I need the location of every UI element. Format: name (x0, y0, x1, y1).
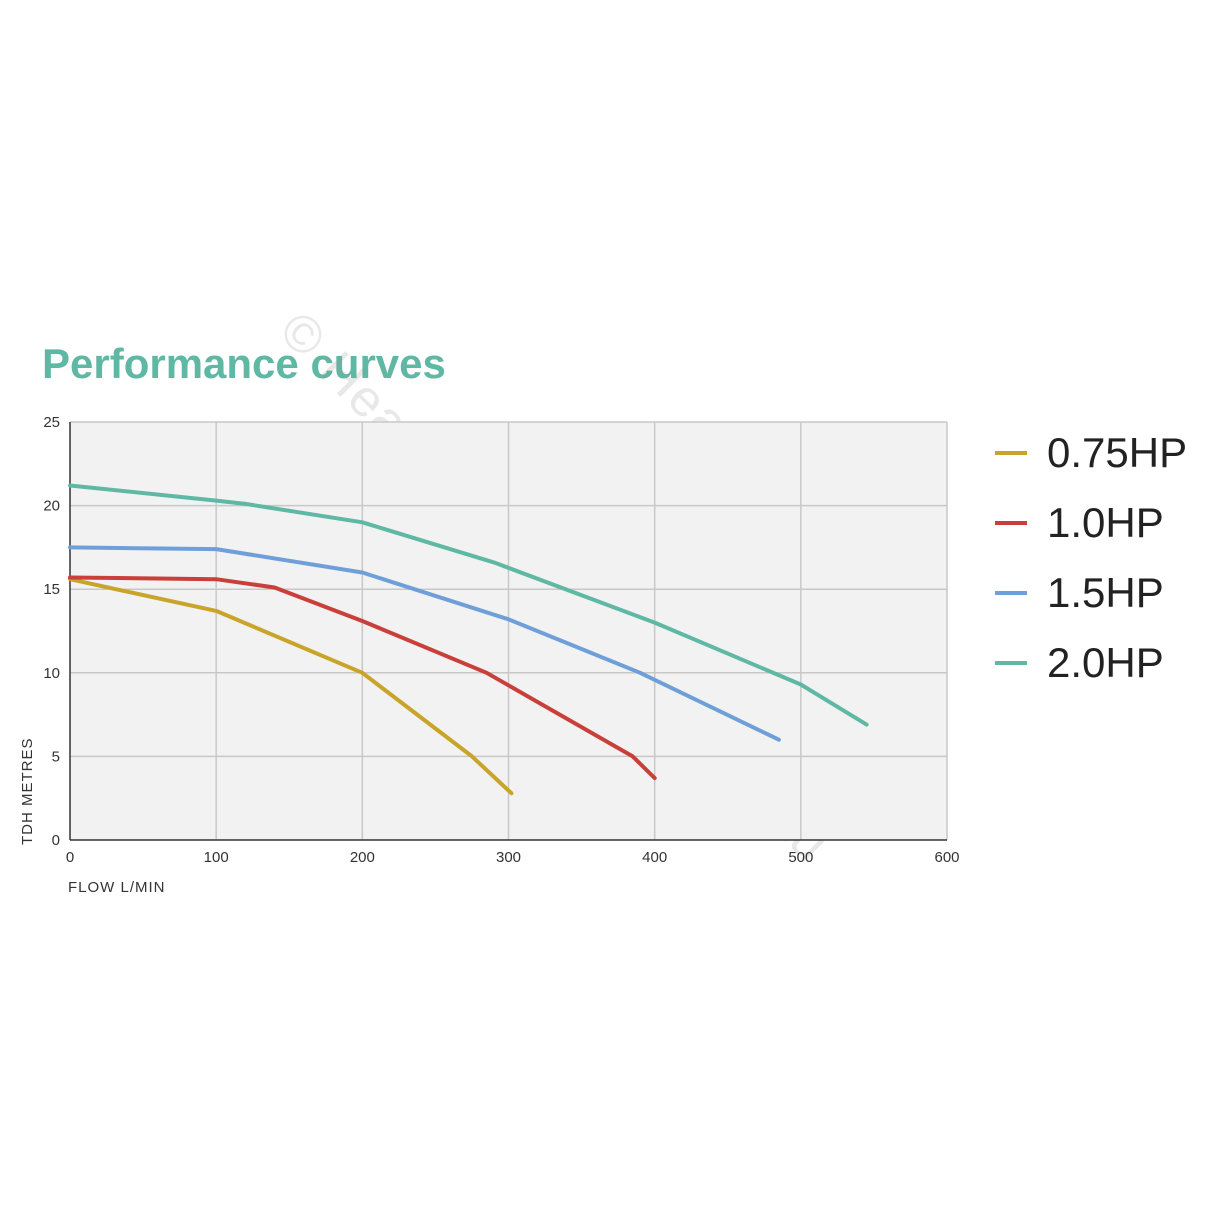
x-tick-label: 200 (350, 849, 375, 866)
x-tick-label: 300 (496, 849, 521, 866)
legend-label: 0.75HP (1047, 429, 1188, 476)
legend-item: 2.0HP (995, 628, 1187, 698)
axes (69, 422, 947, 841)
series-line-1-5hp (68, 545, 781, 742)
legend-label: 1.5HP (1047, 569, 1164, 616)
chart-title: Performance curves (42, 340, 446, 387)
legend-swatch (995, 521, 1027, 525)
x-tick-label: 400 (642, 849, 667, 866)
series-line-2-0hp (68, 483, 869, 727)
legend: 0.75HP 1.0HP 1.5HP 2.0HP (995, 418, 1187, 698)
x-tick-label: 100 (204, 849, 229, 866)
series-layer (68, 483, 869, 796)
y-tick-label: 20 (43, 498, 60, 515)
series-line-0-75hp (68, 577, 514, 796)
x-tick-label: 600 (934, 849, 959, 866)
x-axis-title: FLOW L/MIN (68, 879, 166, 896)
y-tick-label: 5 (52, 748, 60, 765)
legend-label: 2.0HP (1047, 639, 1164, 686)
grid-lines (70, 421, 948, 840)
x-tick-label: 500 (788, 849, 813, 866)
legend-item: 1.0HP (995, 488, 1187, 558)
series-line-1-0hp (68, 575, 657, 781)
legend-item: 0.75HP (995, 418, 1187, 488)
legend-label: 1.0HP (1047, 499, 1164, 546)
y-axis-title: TDH METRES (19, 738, 36, 846)
y-tick-label: 0 (52, 832, 60, 849)
legend-swatch (995, 661, 1027, 665)
y-tick-label: 10 (43, 665, 60, 682)
tick-labels: 0 100 200 300 400 500 600 0 5 10 15 20 25 (43, 414, 959, 866)
y-tick-label: 25 (43, 414, 60, 431)
legend-swatch (995, 451, 1027, 455)
y-tick-label: 15 (43, 581, 60, 598)
legend-item: 1.5HP (995, 558, 1187, 628)
legend-swatch (995, 591, 1027, 595)
x-tick-label: 0 (66, 849, 74, 866)
